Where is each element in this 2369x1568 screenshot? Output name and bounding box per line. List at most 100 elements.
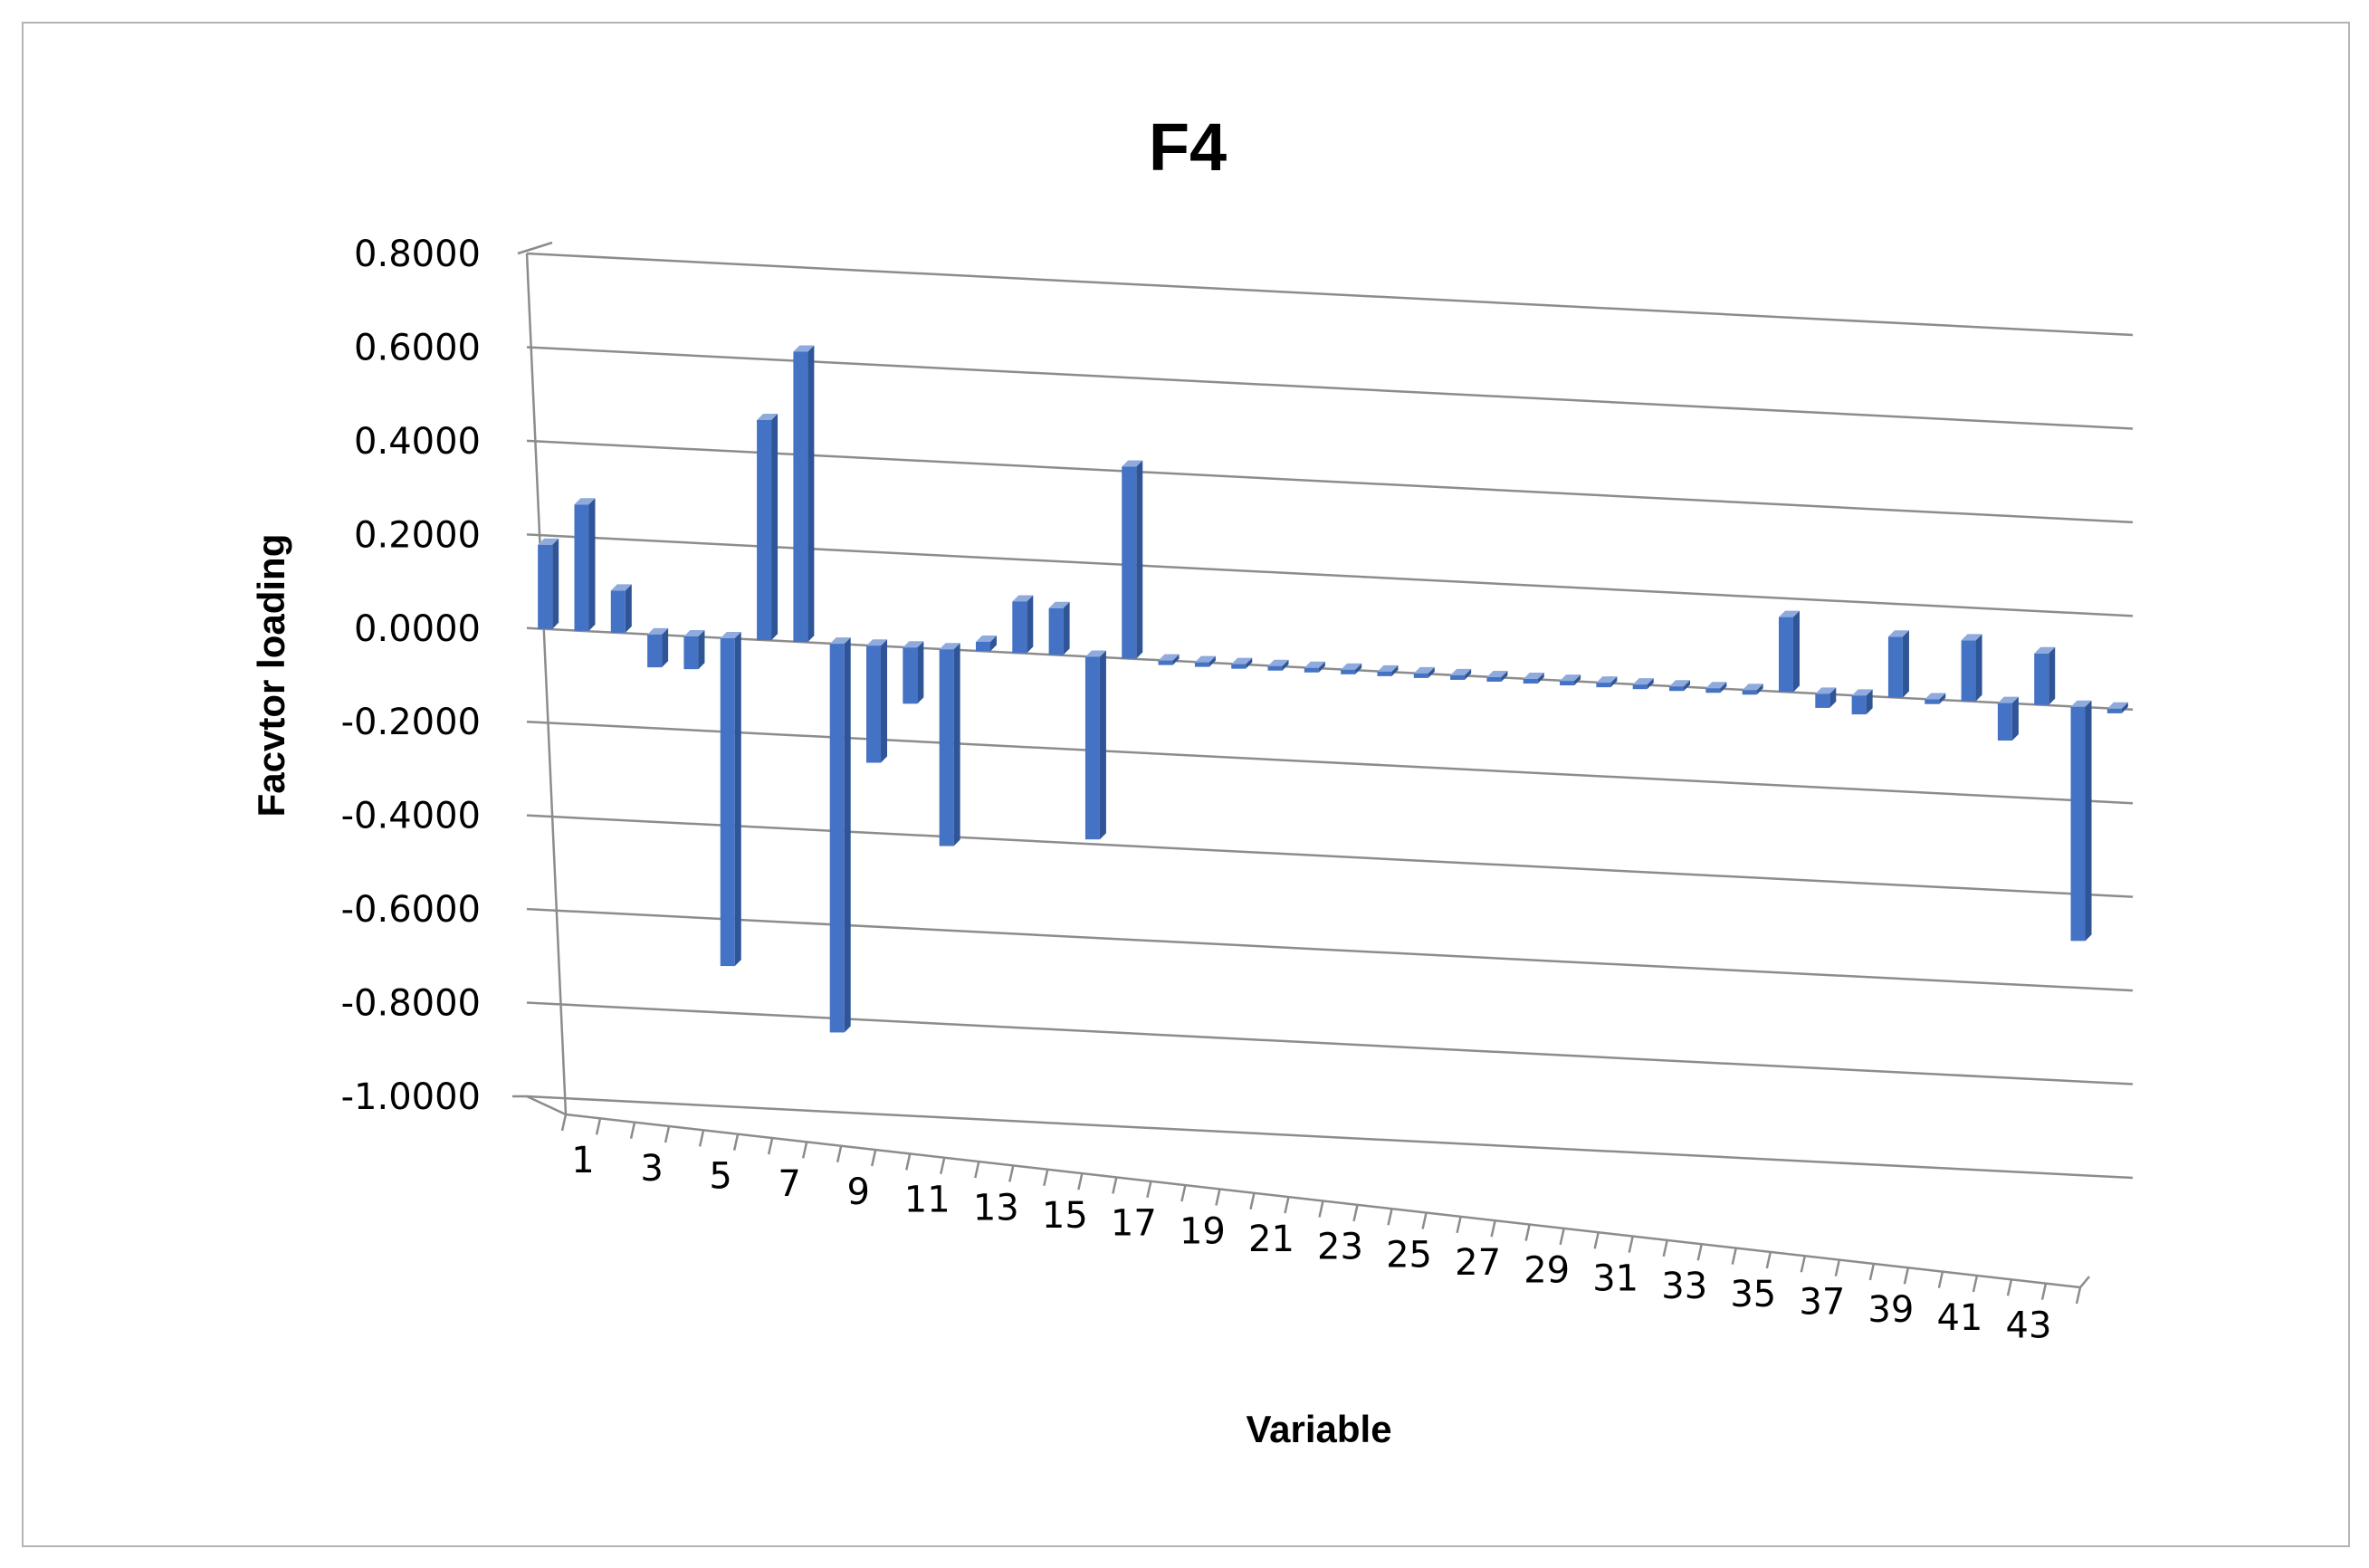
bar-top (866, 639, 888, 646)
bar (1925, 693, 1946, 704)
x-tick-mark (629, 1122, 636, 1139)
bar (1304, 661, 1325, 673)
bar-side (807, 345, 815, 643)
x-tick-mark (1800, 1256, 1807, 1273)
bar (1122, 460, 1143, 659)
bar-side (588, 498, 596, 631)
x-tick-mark (664, 1125, 671, 1143)
bar (1778, 610, 1800, 693)
y-tick-label: 0.2000 (354, 514, 481, 556)
bar-top (1851, 689, 1873, 696)
bar-side (1136, 460, 1143, 659)
bar-front (1194, 662, 1209, 667)
bar-top (1413, 666, 1435, 674)
bar-top (1815, 687, 1837, 694)
bar-side (552, 538, 559, 629)
bar-side (1792, 610, 1800, 693)
bar-top (1705, 682, 1727, 689)
bar-top (683, 629, 705, 636)
bar (793, 345, 815, 643)
bar (1851, 689, 1873, 715)
bar-side (1866, 689, 1873, 715)
x-tick-mark (1696, 1243, 1703, 1261)
x-tick-label: 21 (1248, 1219, 1294, 1260)
bar-front (1778, 617, 1793, 693)
x-tick-mark (1834, 1259, 1841, 1276)
gridlines (526, 252, 2134, 1180)
bar-top (647, 627, 669, 635)
bar-front (610, 590, 626, 633)
bar-front (2070, 706, 2086, 942)
x-tick-mark (905, 1153, 912, 1171)
bar-front (1084, 656, 1100, 840)
bar-front (903, 647, 918, 704)
bar-top (757, 413, 779, 420)
bar (538, 538, 559, 629)
bar-front (1523, 679, 1538, 684)
bar-top (1267, 659, 1289, 666)
bar (975, 636, 997, 652)
bar-front (1048, 607, 1064, 655)
bar-top (1486, 670, 1508, 677)
bar-top (574, 498, 596, 505)
x-tick-mark (1868, 1263, 1876, 1281)
chart-svg: F4 Facvtor loading Variable 0.8000 0.6000… (250, 110, 2134, 1450)
bar-side (2085, 700, 2092, 942)
bar (1961, 634, 1982, 702)
bar-side (1647, 678, 1654, 690)
bar-front (1742, 690, 1757, 695)
x-tick-label: 33 (1661, 1266, 1707, 1307)
bar-side (2049, 646, 2056, 705)
x-tick-label: 11 (904, 1180, 950, 1221)
bar-front (1669, 686, 1685, 692)
x-tick-label: 15 (1042, 1195, 1088, 1237)
bar (720, 632, 741, 967)
bar-side (1063, 601, 1070, 655)
x-tick-mark (595, 1118, 602, 1135)
x-tick-mark (767, 1137, 774, 1155)
bar-top (1887, 630, 1909, 637)
bar (1742, 684, 1763, 695)
bar-top (1377, 664, 1399, 672)
x-tick-label: 19 (1180, 1210, 1226, 1252)
bar-side (1829, 687, 1837, 708)
x-tick-mark (1593, 1231, 1600, 1249)
y-axis-line (525, 253, 568, 1115)
bar-front (2106, 708, 2122, 713)
bar-side (1684, 680, 1691, 692)
bar (829, 637, 851, 1033)
x-tick-mark (732, 1133, 740, 1151)
x-tick-label: 27 (1455, 1242, 1501, 1284)
bar-side (734, 632, 741, 967)
x-tick-mark (974, 1161, 980, 1179)
chart-frame: F4 Facvtor loading Variable 0.8000 0.6000… (22, 22, 2350, 1547)
bar-top (720, 632, 741, 639)
bar (1486, 670, 1508, 682)
x-tick-mark (1387, 1208, 1393, 1226)
bar-side (844, 637, 851, 1033)
x-tick-label: 31 (1592, 1257, 1638, 1299)
y-tick-label: -0.2000 (341, 702, 481, 743)
bar (1267, 659, 1289, 671)
bar-side (1537, 673, 1544, 684)
bar (1048, 601, 1070, 655)
x-tick-mark (2075, 1286, 2082, 1305)
x-tick-label: 23 (1317, 1227, 1363, 1268)
x-tick-mark (2040, 1283, 2048, 1300)
x-tick-label: 5 (709, 1156, 731, 1198)
bar (610, 584, 632, 633)
bar-side (1720, 682, 1727, 693)
bar-front (1997, 703, 2012, 741)
bar-front (1851, 695, 1867, 715)
x-tick-label: 13 (973, 1187, 1019, 1229)
bar-side (1939, 693, 1946, 704)
x-tick-label: 41 (1936, 1297, 1982, 1339)
y-tick-label: -0.6000 (341, 889, 481, 931)
x-tick-mark (1628, 1236, 1634, 1253)
bar (1815, 687, 1837, 708)
x-tick-mark (836, 1145, 843, 1162)
bar-side (771, 413, 779, 641)
bar-top (829, 637, 851, 645)
bar (2070, 700, 2092, 942)
bar-top (2106, 702, 2128, 709)
